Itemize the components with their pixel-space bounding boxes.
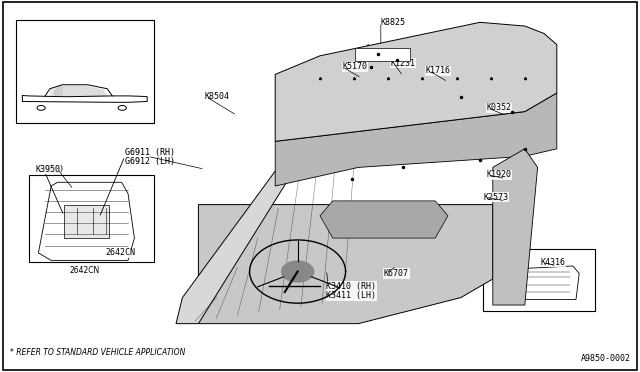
Polygon shape: [320, 201, 448, 238]
Text: K2573: K2573: [483, 193, 508, 202]
Polygon shape: [54, 86, 108, 96]
Text: K0352: K0352: [486, 103, 511, 112]
Polygon shape: [493, 149, 538, 305]
Text: G6911 (RH): G6911 (RH): [125, 148, 175, 157]
Polygon shape: [496, 266, 579, 299]
Text: K6707: K6707: [384, 269, 409, 278]
Text: 2642CN: 2642CN: [106, 248, 136, 257]
Text: A9850-0002: A9850-0002: [580, 354, 630, 363]
Text: K3950: K3950: [38, 165, 63, 174]
Polygon shape: [176, 45, 384, 324]
Text: K8825: K8825: [381, 18, 406, 27]
Text: K1920: K1920: [486, 170, 511, 179]
Polygon shape: [275, 93, 557, 186]
Text: G6911 (RH): G6911 (RH): [125, 148, 175, 157]
Text: K3411 (LH): K3411 (LH): [326, 291, 376, 300]
Text: G6912 (LH): G6912 (LH): [125, 157, 175, 166]
Polygon shape: [50, 85, 62, 96]
Polygon shape: [275, 22, 557, 141]
Text: K8504: K8504: [205, 92, 230, 101]
Bar: [483, 249, 595, 311]
Text: K5170: K5170: [342, 62, 367, 71]
Bar: [29, 175, 154, 262]
Text: K1231: K1231: [390, 59, 415, 68]
Text: 2642CN: 2642CN: [70, 266, 100, 275]
Polygon shape: [355, 48, 410, 61]
Text: * REFER TO STANDARD VEHICLE APPLICATION: * REFER TO STANDARD VEHICLE APPLICATION: [10, 348, 185, 357]
Text: K3950: K3950: [35, 165, 60, 174]
Bar: [16, 20, 154, 123]
Polygon shape: [198, 205, 493, 324]
Polygon shape: [282, 261, 314, 282]
Text: K1716: K1716: [426, 66, 451, 75]
Polygon shape: [38, 182, 134, 260]
Bar: [64, 205, 109, 238]
Text: G6912 (LH): G6912 (LH): [125, 157, 175, 166]
Text: K3410 (RH): K3410 (RH): [326, 282, 376, 291]
Text: K4316: K4316: [541, 258, 566, 267]
